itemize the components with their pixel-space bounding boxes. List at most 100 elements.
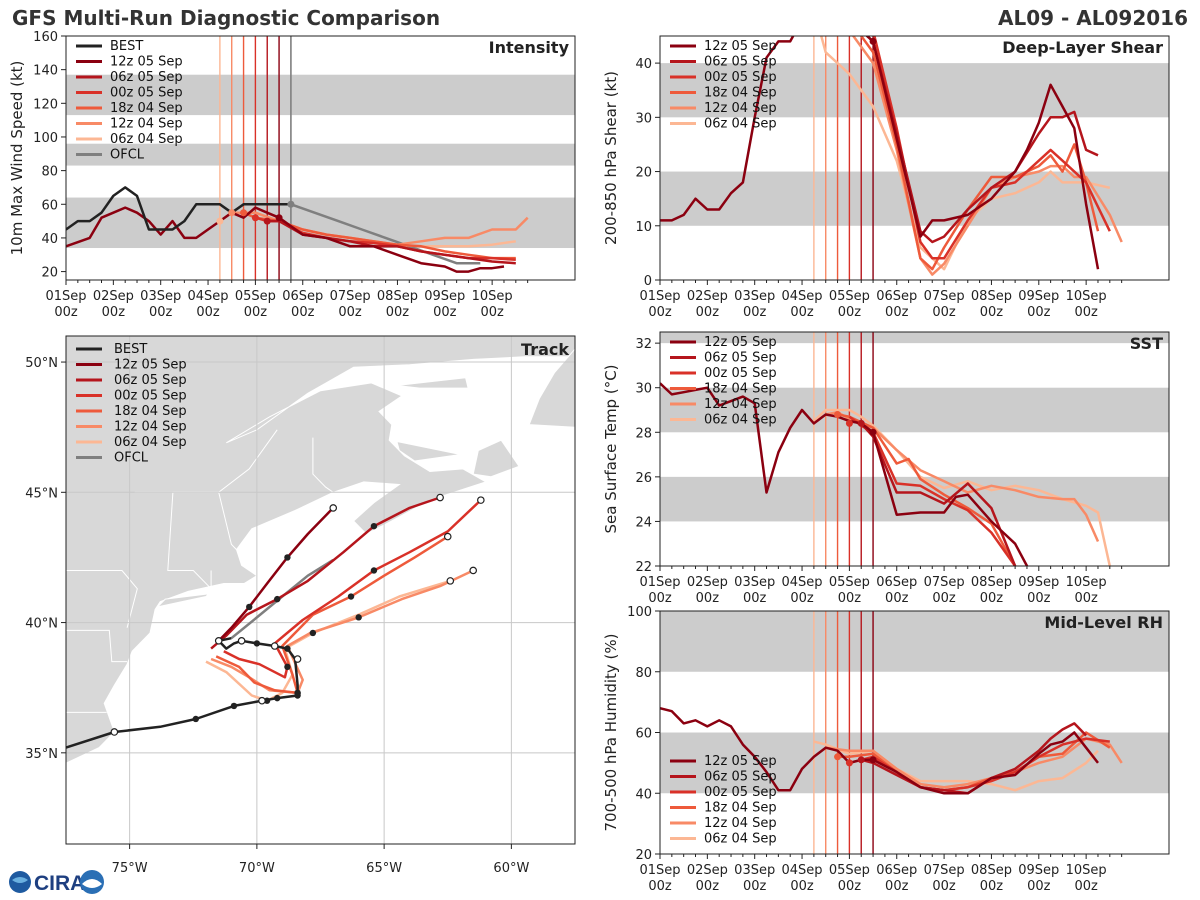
legend-label: 06z 04 Sep <box>114 435 187 450</box>
x-tick-label: 03Sep <box>734 863 775 878</box>
y-tick-label: 100 <box>627 605 652 620</box>
x-tick-label: 06Sep <box>282 289 323 304</box>
x-tick-label: 08Sep <box>377 289 418 304</box>
x-tick-label: 10Sep <box>1066 289 1107 304</box>
y-axis-title: 700-500 hPa Humidity (%) <box>602 633 620 831</box>
y-axis-title: 10m Max Wind Speed (kt) <box>8 61 26 256</box>
track-00z-05-sep <box>223 499 482 679</box>
x-tick-label: 05Sep <box>235 289 276 304</box>
init-marker <box>845 759 853 767</box>
series-line-18z-04-sep <box>859 36 1100 271</box>
track-point-open <box>469 566 478 575</box>
x-tick-sublabel: 00z <box>386 305 410 320</box>
legend-label: 06z 04 Sep <box>704 413 777 428</box>
x-tick-sublabel: 00z <box>149 305 173 320</box>
legend-label: 00z 05 Sep <box>704 785 777 800</box>
panel-title: Track <box>521 340 569 359</box>
rh-chart: 2040608010001Sep00z02Sep00z03Sep00z04Sep… <box>602 605 1170 894</box>
track-point-filled <box>347 593 355 600</box>
y-tick-label: 80 <box>41 165 58 180</box>
track-06z-05-sep <box>210 496 441 650</box>
best-point-filled <box>284 645 291 652</box>
land-anticosti <box>396 377 469 389</box>
series-line-best <box>66 186 291 231</box>
best-point-open <box>237 636 246 645</box>
state-border <box>66 629 128 663</box>
x-tick-sublabel: 00z <box>648 879 672 894</box>
track-12z-05-sep <box>217 507 335 642</box>
legend-label: OFCL <box>110 148 145 163</box>
x-tick-sublabel: 00z <box>244 305 268 320</box>
x-tick-label: 02Sep <box>687 863 728 878</box>
legend-label: 06z 05 Sep <box>704 351 777 366</box>
band-shade <box>660 332 1169 344</box>
x-tick-label: 09Sep <box>424 289 465 304</box>
x-tick-sublabel: 00z <box>790 591 814 606</box>
best-point-open <box>258 696 266 705</box>
legend-label: 06z 05 Sep <box>114 373 187 388</box>
y-tick-label: 160 <box>33 30 58 45</box>
y-tick-label: 100 <box>33 131 58 146</box>
legend-label: 00z 05 Sep <box>110 86 183 101</box>
x-tick-label: 01Sep <box>639 289 680 304</box>
legend-label: 12z 05 Sep <box>704 335 777 350</box>
x-tick-sublabel: 00z <box>838 879 862 894</box>
track-point-open <box>443 532 452 541</box>
best-point-filled <box>230 702 238 710</box>
x-tick-label: 07Sep <box>330 289 371 304</box>
x-tick-sublabel: 00z <box>480 305 504 320</box>
legend-label: 18z 04 Sep <box>114 404 187 419</box>
legend-label: 12z 05 Sep <box>704 39 777 54</box>
x-tick-label: 02Sep <box>687 575 728 590</box>
y-tick-label: 30 <box>635 111 652 126</box>
x-tick-sublabel: 00z <box>338 305 362 320</box>
legend-label: 18z 04 Sep <box>704 382 777 397</box>
track-18z-04-sep <box>215 535 449 695</box>
series-line-12z-05-sep <box>660 36 1100 270</box>
x-tick-label: 05Sep <box>829 575 870 590</box>
init-marker <box>216 217 224 225</box>
band-shade <box>66 143 575 166</box>
series-line-06z-04-sep <box>813 408 1112 566</box>
sst-chart: 22242628303201Sep00z02Sep00z03Sep00z04Se… <box>602 331 1170 606</box>
x-tick-label: 10Sep <box>1066 863 1107 878</box>
legend-label: 12z 04 Sep <box>704 397 777 412</box>
x-tick-label: 08Sep <box>971 863 1012 878</box>
init-marker <box>287 200 295 208</box>
legend-label: 18z 04 Sep <box>110 101 183 116</box>
track-map: 75°W 70°W 65°W 60°W 35°N 40°N 45°N 50°N Track BES… <box>25 335 576 876</box>
init-marker <box>240 209 248 217</box>
x-tick-label: 01Sep <box>45 289 86 304</box>
init-marker <box>228 209 236 217</box>
legend-label: 12z 04 Sep <box>704 816 777 831</box>
lon-label: 65°W <box>366 861 402 876</box>
x-tick-label: 01Sep <box>639 575 680 590</box>
lon-label: 60°W <box>493 861 529 876</box>
init-marker <box>869 428 877 436</box>
legend-label: 12z 04 Sep <box>704 101 777 116</box>
best-point-filled <box>253 640 261 647</box>
panel-title: Mid-Level RH <box>1044 613 1163 632</box>
track-point-filled <box>284 554 291 561</box>
panel-title: Deep-Layer Shear <box>1002 38 1163 57</box>
band-shade <box>660 476 1169 522</box>
plot-area <box>660 36 1169 280</box>
x-tick-label: 09Sep <box>1018 575 1059 590</box>
init-marker <box>275 214 283 222</box>
x-tick-sublabel: 00z <box>885 879 909 894</box>
land-newfoundland <box>528 348 575 428</box>
x-tick-sublabel: 00z <box>885 591 909 606</box>
x-tick-sublabel: 00z <box>932 591 956 606</box>
series-line-06z-05-sep <box>865 36 1099 244</box>
y-tick-label: 26 <box>635 471 652 486</box>
y-tick-label: 40 <box>635 57 652 72</box>
x-tick-label: 06Sep <box>876 863 917 878</box>
land-north-america <box>66 336 575 764</box>
lon-label: 75°W <box>112 861 148 876</box>
track-point-filled <box>263 697 271 704</box>
plot-frame <box>659 331 1170 567</box>
x-tick-label: 02Sep <box>93 289 134 304</box>
best-point-filled <box>274 694 281 702</box>
legend-label: 06z 05 Sep <box>704 770 777 785</box>
